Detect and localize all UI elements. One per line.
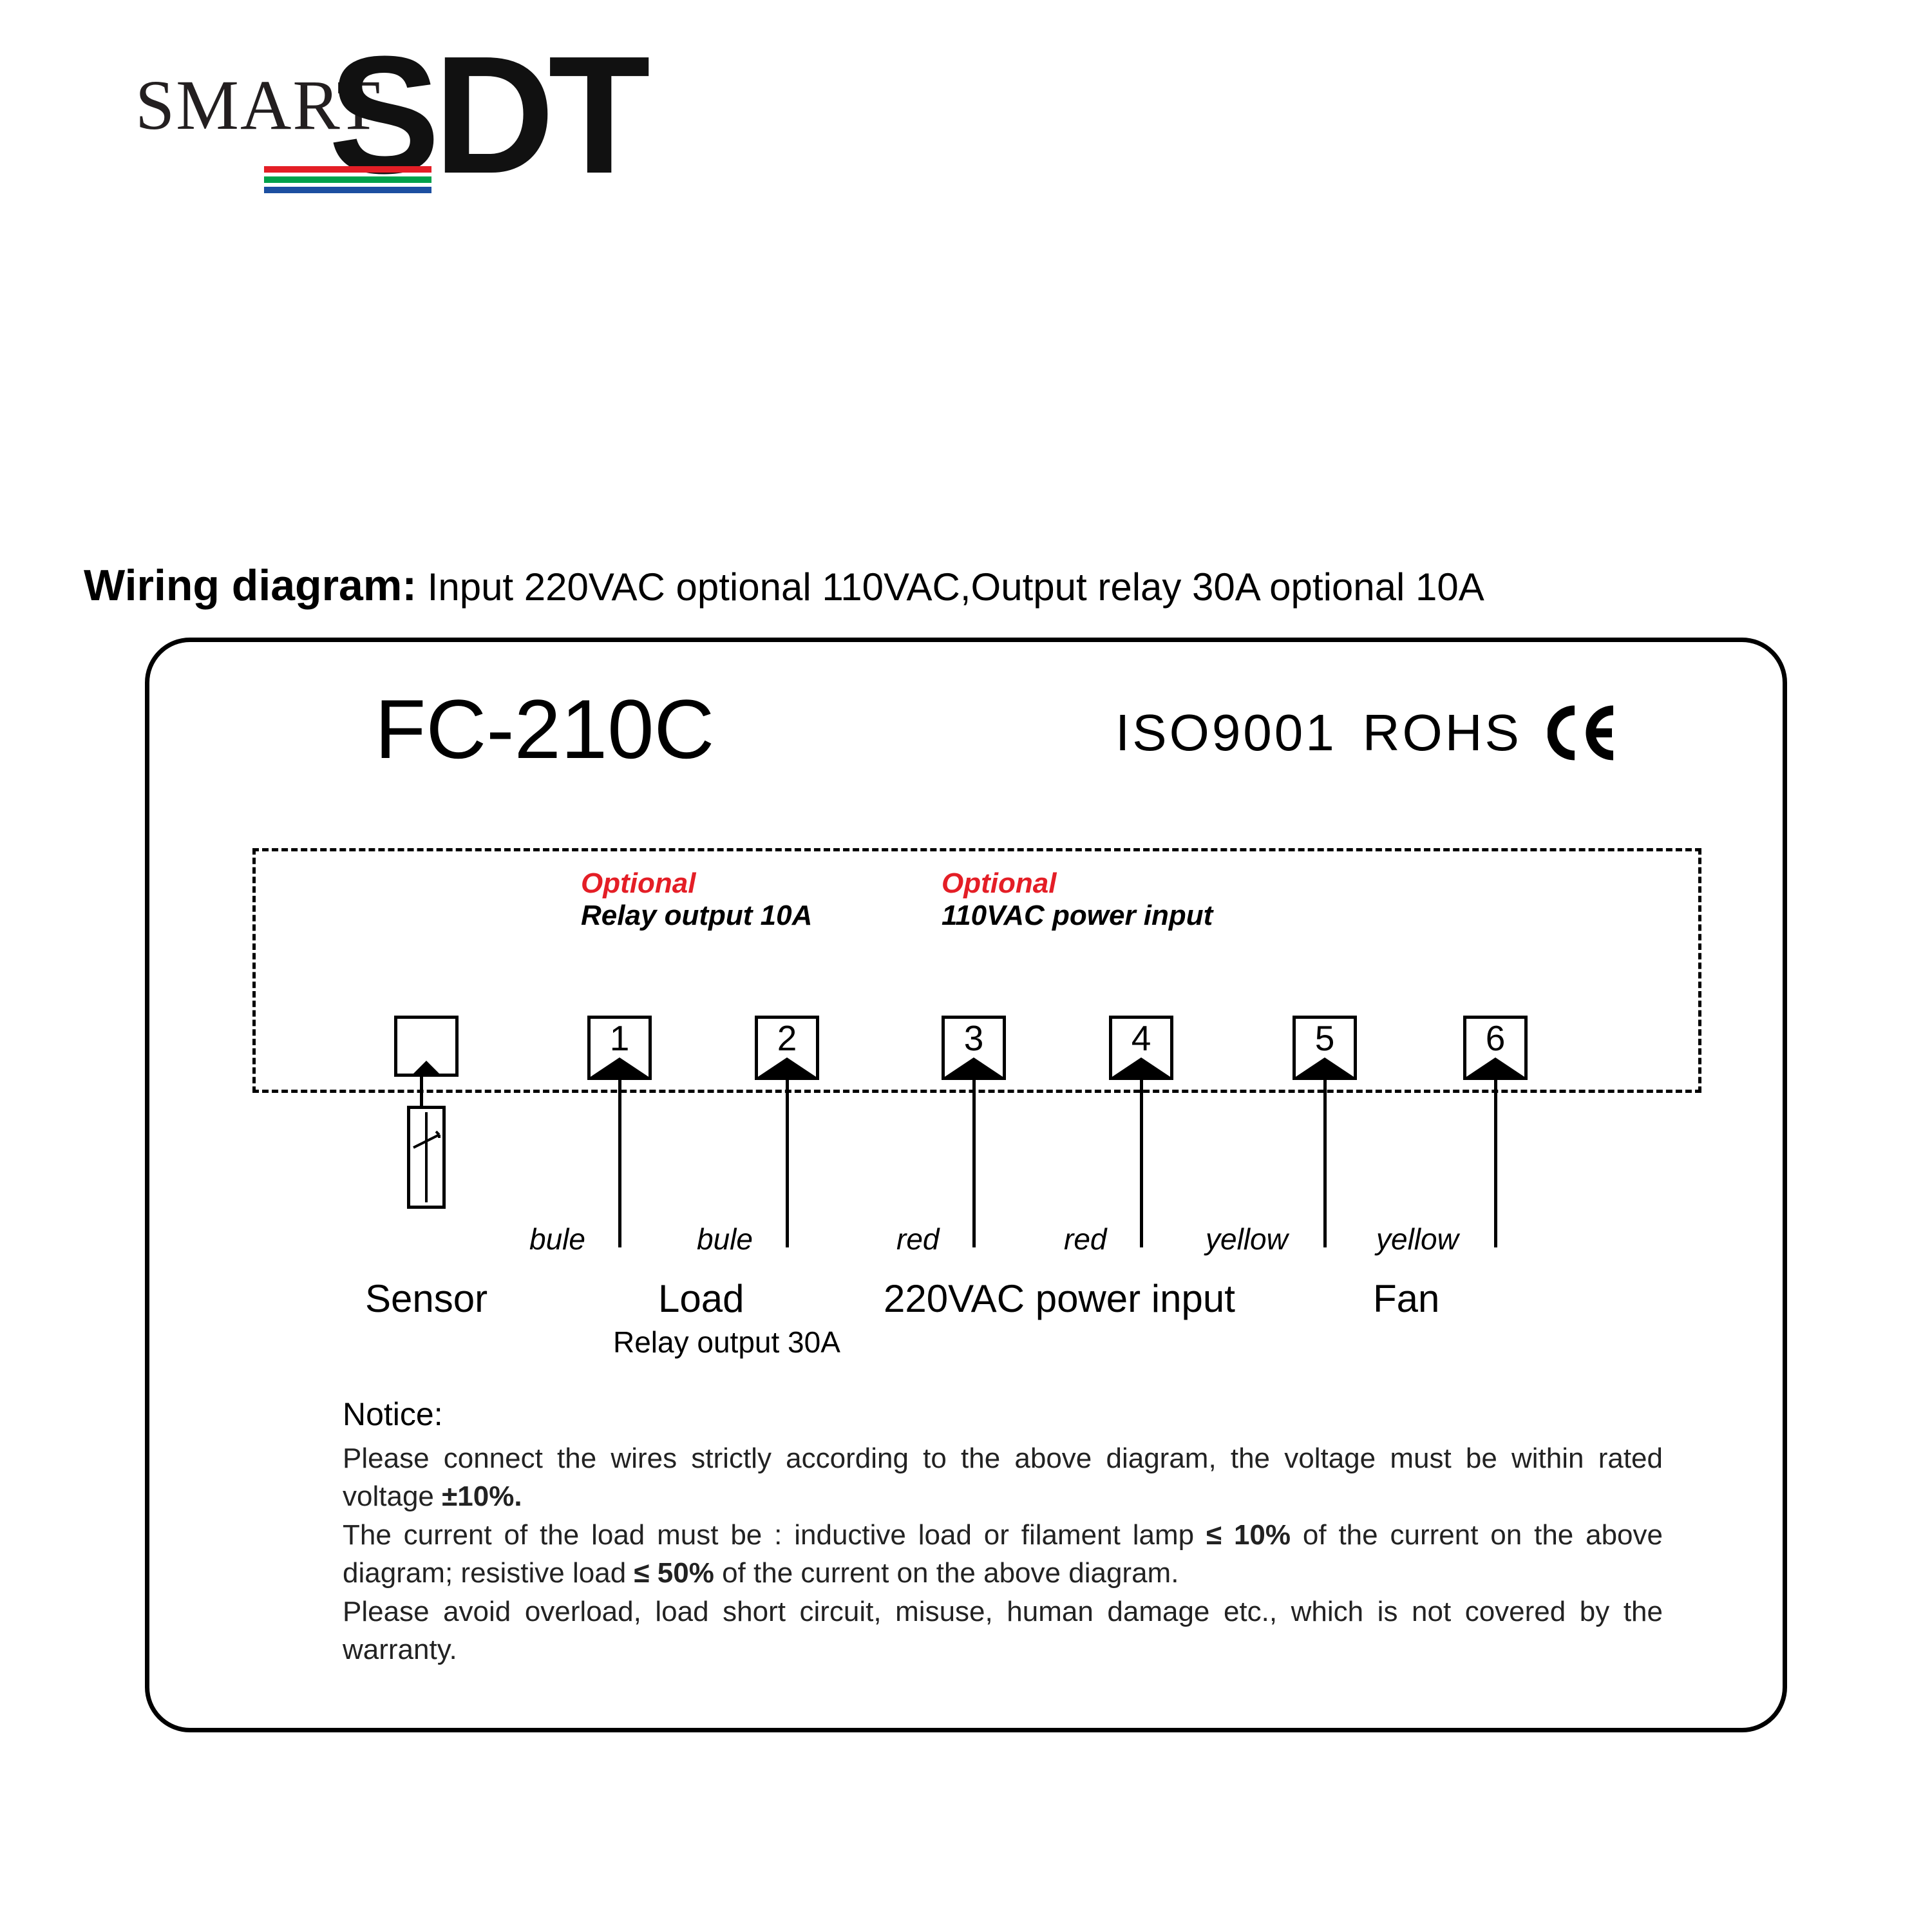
logo-bar-blue (264, 187, 431, 193)
model-number: FC-210C (375, 681, 714, 777)
notice-paragraph-3: Please avoid overload, load short circui… (343, 1593, 1663, 1669)
terminal-2: 2 (755, 1016, 819, 1080)
wiring-diagram-panel: FC-210C ISO9001 ROHS Optional Relay outp… (145, 638, 1787, 1732)
wire-color-4: red (1064, 1222, 1106, 1256)
label-power-input: 220VAC power input (884, 1276, 1235, 1321)
wire-color-3: red (896, 1222, 939, 1256)
label-load-sub: Relay output 30A (613, 1325, 840, 1359)
certifications: ISO9001 ROHS (1115, 703, 1625, 762)
terminal-6: 6 (1463, 1016, 1528, 1080)
title-label: Wiring diagram: (84, 561, 417, 610)
brand-logo: SMART SDT (135, 64, 381, 146)
terminal-1: 1 (587, 1016, 652, 1080)
cert-ce-mark (1548, 704, 1625, 762)
cert-rohs: ROHS (1363, 703, 1522, 762)
optional-label-2: Optional (942, 867, 1056, 900)
logo-color-bars (264, 166, 431, 197)
page-title: Wiring diagram: Input 220VAC optional 11… (84, 560, 1484, 611)
notice-block: Notice: Please connect the wires strictl… (343, 1396, 1663, 1669)
optional-label-1: Optional (581, 867, 696, 900)
notice-paragraph-2: The current of the load must be : induct… (343, 1516, 1663, 1593)
sensor-terminal-box (394, 1016, 459, 1077)
notice-paragraph-1: Please connect the wires strictly accord… (343, 1439, 1663, 1516)
label-load: Load (658, 1276, 744, 1321)
terminal-4: 4 (1109, 1016, 1173, 1080)
title-description: Input 220VAC optional 110VAC,Output rela… (428, 565, 1484, 609)
wire-color-5: yellow (1206, 1222, 1288, 1256)
logo-bar-red (264, 166, 431, 173)
terminal-3: 3 (942, 1016, 1006, 1080)
logo-bar-green (264, 176, 431, 183)
wire-color-1: bule (529, 1222, 585, 1256)
terminal-5: 5 (1293, 1016, 1357, 1080)
notice-title: Notice: (343, 1396, 1663, 1433)
label-fan: Fan (1373, 1276, 1439, 1321)
wire-color-6: yellow (1376, 1222, 1459, 1256)
label-sensor: Sensor (365, 1276, 488, 1321)
optional-sub-2: 110VAC power input (942, 900, 1213, 932)
optional-sub-1: Relay output 10A (581, 900, 812, 932)
cert-iso9001: ISO9001 (1115, 703, 1337, 762)
wire-color-2: bule (697, 1222, 753, 1256)
sensor-icon (407, 1106, 446, 1209)
